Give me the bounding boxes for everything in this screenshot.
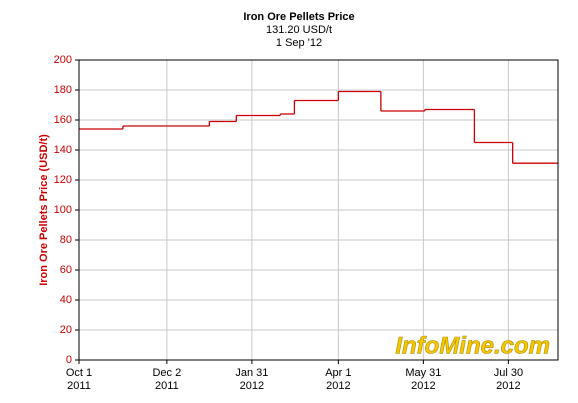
watermark: InfoMine.com	[395, 332, 550, 359]
x-tick-label: May 31	[405, 367, 441, 379]
x-tick-label: 2012	[411, 380, 435, 392]
y-tick-label: 200	[54, 54, 72, 66]
y-axis-label: Iron Ore Pellets Price (USD/t)	[38, 134, 50, 286]
x-tick-label: 2012	[496, 380, 520, 392]
chart-subtitle: 131.20 USD/t	[266, 24, 332, 36]
x-tick-label: 2011	[155, 380, 179, 392]
y-tick-label: 180	[54, 84, 72, 96]
x-tick-label: 2012	[240, 380, 264, 392]
price-line	[79, 90, 558, 164]
chart-date: 1 Sep '12	[276, 37, 322, 49]
y-tick-label: 140	[54, 144, 72, 156]
y-tick-label: 40	[60, 294, 72, 306]
x-tick-label: Apr 1	[325, 367, 351, 379]
x-tick-label: 2012	[326, 380, 350, 392]
x-tick-label: 2011	[67, 380, 91, 392]
y-tick-label: 0	[66, 354, 72, 366]
y-tick-label: 120	[54, 174, 72, 186]
y-tick-label: 100	[54, 204, 72, 216]
x-tick-label: Jan 31	[235, 367, 268, 379]
y-tick-label: 160	[54, 114, 72, 126]
x-tick-label: Oct 1	[66, 367, 92, 379]
y-tick-label: 20	[60, 324, 72, 336]
x-tick-label: Jul 30	[494, 367, 523, 379]
y-tick-label: 80	[60, 234, 72, 246]
y-tick-label: 60	[60, 264, 72, 276]
plot-frame	[78, 59, 559, 361]
x-tick-label: Dec 2	[152, 367, 181, 379]
chart-title: Iron Ore Pellets Price	[243, 11, 354, 23]
